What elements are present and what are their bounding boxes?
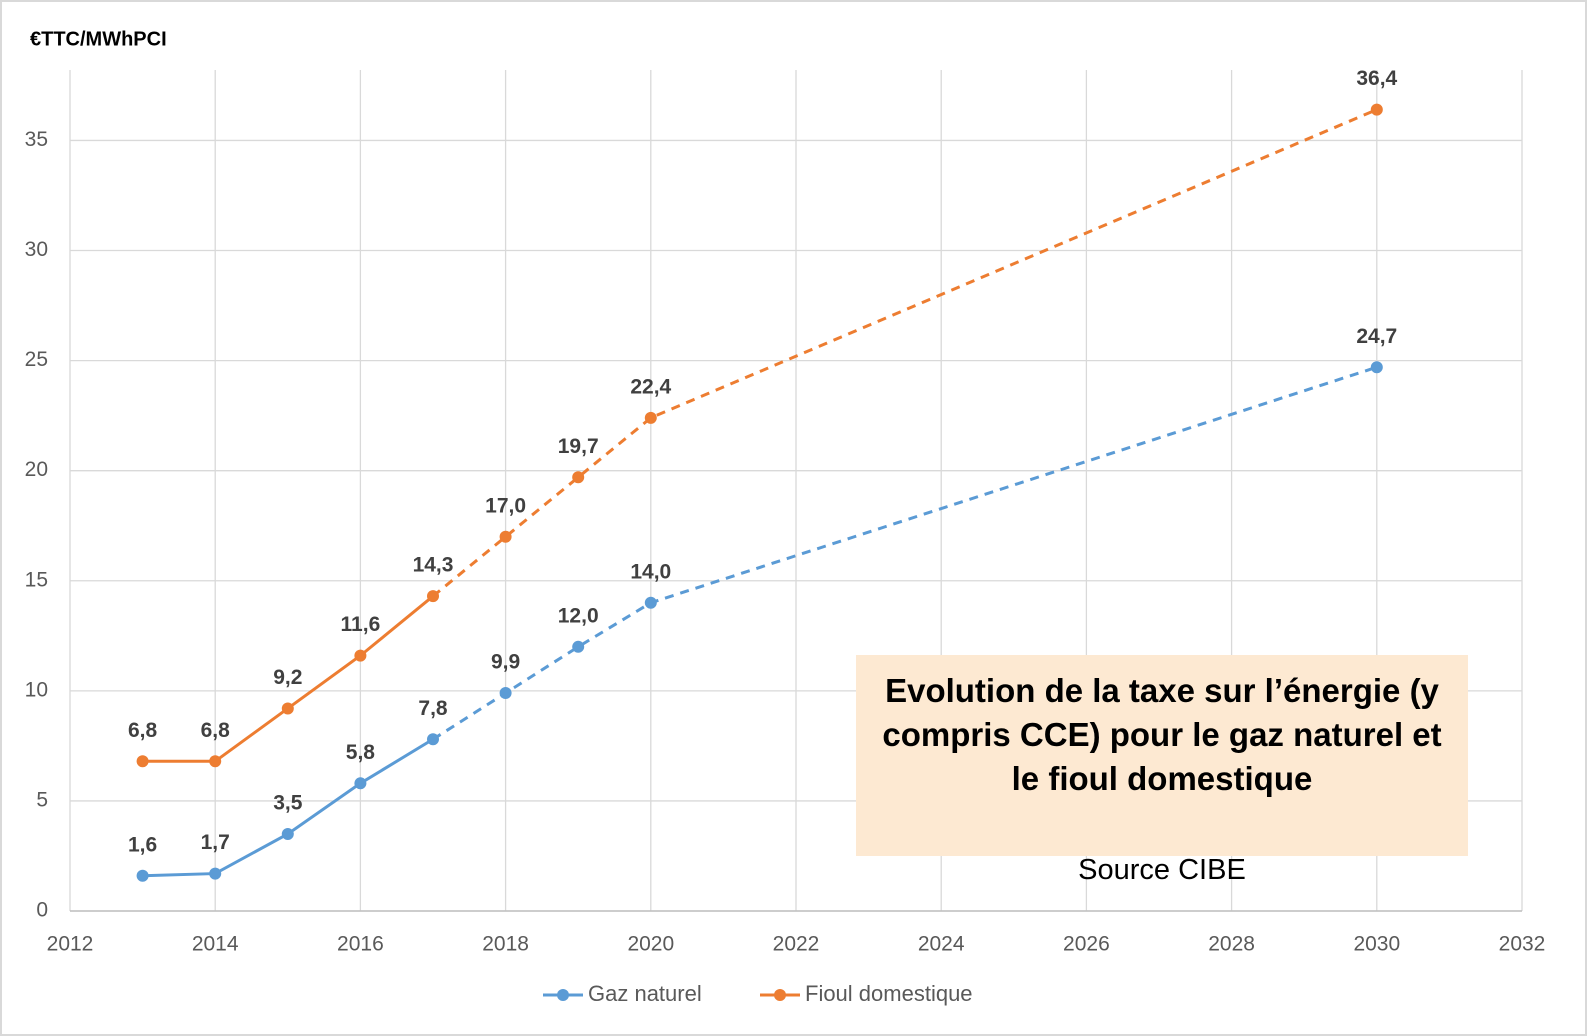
marker [209,867,222,880]
x-tick-label: 2026 [1063,933,1110,956]
data-label: 6,8 [201,719,231,742]
marker [136,869,149,882]
x-tick-label: 2016 [337,933,384,956]
marker [427,590,439,603]
y-tick-label: 10 [25,678,48,701]
x-tick-label: 2022 [773,933,820,956]
data-label: 1,7 [201,831,230,854]
x-tick-label: 2014 [192,933,239,956]
data-label: 3,5 [273,791,303,814]
data-label: 24,7 [1356,325,1397,348]
data-label: 7,8 [418,697,448,720]
data-label: 17,0 [485,494,526,517]
x-tick-label: 2012 [47,933,94,956]
marker [1370,361,1383,374]
chart-title: Evolution de la taxe sur l’énergie (y co… [882,672,1442,797]
data-label: 1,6 [128,833,157,856]
legend-label: Fioul domestique [805,981,973,1006]
marker [572,640,585,653]
marker [281,827,294,840]
y-tick-label: 20 [25,458,48,481]
y-axis-label: €TTC/MWhPCI [30,28,167,50]
annotation-box: Evolution de la taxe sur l’énergie (y co… [856,655,1468,856]
legend-marker [774,989,786,1001]
data-label: 6,8 [128,719,158,742]
marker [354,649,367,662]
marker [281,702,294,715]
y-tick-label: 35 [25,128,48,151]
y-tick-label: 0 [36,899,48,922]
x-tick-label: 2028 [1208,933,1255,956]
y-tick-label: 30 [25,238,48,261]
marker [136,755,149,768]
marker [644,596,657,609]
data-label: 22,4 [630,375,671,398]
data-label: 5,8 [346,741,376,764]
data-label: 36,4 [1356,67,1397,90]
line-dashed [432,108,1378,598]
chart-subtitle: Source CIBE [1078,854,1246,886]
y-tick-label: 15 [25,568,48,591]
data-label: 14,3 [413,554,454,577]
marker [644,411,657,424]
legend-label: Gaz naturel [588,981,702,1006]
marker [1370,103,1383,116]
data-label: 19,7 [558,435,599,458]
x-tick-label: 2032 [1499,933,1546,956]
data-label: 9,9 [491,651,520,674]
x-tick-label: 2020 [627,933,674,956]
x-tick-label: 2024 [918,933,965,956]
data-label: 11,6 [341,613,381,636]
data-label: 14,0 [630,560,671,583]
data-label: 9,2 [273,666,302,689]
x-tick-label: 2018 [482,933,529,956]
marker [209,755,222,768]
marker [572,471,585,484]
data-label: 12,0 [558,604,599,627]
marker [427,733,439,746]
legend-marker [557,989,569,1001]
x-tick-label: 2030 [1353,933,1400,956]
y-tick-label: 25 [25,348,48,371]
marker [499,530,512,543]
marker [354,777,367,790]
y-tick-label: 5 [36,788,48,811]
marker [499,687,512,700]
